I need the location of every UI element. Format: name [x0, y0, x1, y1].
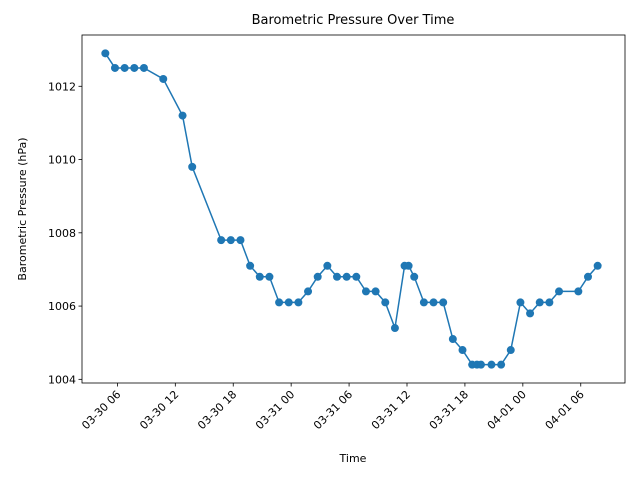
y-tick-label: 1004 [48, 373, 76, 386]
x-tick-label: 04-01 00 [485, 388, 529, 432]
marker [101, 49, 110, 58]
marker [159, 74, 168, 83]
marker [304, 287, 313, 296]
marker [226, 236, 235, 245]
marker [583, 272, 592, 281]
marker [178, 111, 187, 120]
chart-title: Barometric Pressure Over Time [252, 13, 455, 28]
marker [497, 360, 506, 369]
marker [130, 63, 139, 72]
marker [246, 261, 255, 270]
marker [506, 346, 515, 355]
marker [574, 287, 583, 296]
x-tick-label: 03-31 00 [253, 388, 297, 432]
x-tick-label: 03-30 12 [137, 388, 181, 432]
marker [458, 346, 467, 355]
marker [120, 63, 129, 72]
marker [555, 287, 564, 296]
marker [333, 272, 342, 281]
marker [410, 272, 419, 281]
x-tick-label: 03-30 18 [195, 388, 239, 432]
marker [419, 298, 428, 307]
marker [255, 272, 264, 281]
marker [236, 236, 245, 245]
marker [110, 63, 119, 72]
marker [342, 272, 351, 281]
marker [275, 298, 284, 307]
marker [352, 272, 361, 281]
marker [593, 261, 602, 270]
marker [217, 236, 226, 245]
marker [516, 298, 525, 307]
line [104, 52, 599, 366]
x-tick-label: 03-31 06 [311, 388, 355, 432]
marker [294, 298, 303, 307]
x-tick-label: 03-30 06 [79, 388, 123, 432]
marker [545, 298, 554, 307]
marker [526, 309, 535, 318]
x-tick-label: 04-01 06 [543, 388, 587, 432]
marker [390, 324, 399, 333]
x-tick-label: 03-31 12 [369, 388, 413, 432]
marker [429, 298, 438, 307]
y-tick-label: 1006 [48, 300, 76, 313]
plot-area [81, 34, 626, 384]
marker [188, 162, 197, 171]
marker [313, 272, 322, 281]
marker [487, 360, 496, 369]
marker [265, 272, 274, 281]
marker [284, 298, 293, 307]
x-tick-label: 03-31 18 [427, 388, 471, 432]
y-tick-label: 1012 [48, 80, 76, 93]
marker [323, 261, 332, 270]
y-tick-label: 1008 [48, 227, 76, 240]
marker [381, 298, 390, 307]
marker [361, 287, 370, 296]
marker [448, 335, 457, 344]
marker [535, 298, 544, 307]
marker [139, 63, 148, 72]
marker [404, 261, 413, 270]
x-axis-label: Time [339, 452, 367, 465]
marker [371, 287, 380, 296]
y-axis-label: Barometric Pressure (hPa) [16, 137, 29, 280]
marker [439, 298, 448, 307]
y-tick-label: 1010 [48, 154, 76, 167]
marker [477, 360, 486, 369]
